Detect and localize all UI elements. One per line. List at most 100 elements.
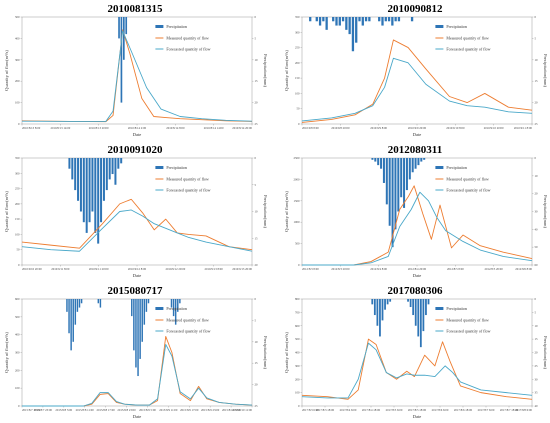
precipitation-bar [355, 17, 358, 43]
measured-flow-line [21, 29, 253, 123]
y-axis-label: Quantity of flow(m³/s) [284, 50, 289, 91]
precipitation-bar [381, 17, 384, 26]
precipitation-bar [70, 299, 72, 351]
y2-tick-label: 15 [255, 236, 259, 240]
y2-tick-label: 60 [535, 263, 539, 267]
precipitation-bar [143, 299, 146, 325]
precipitation-bar [379, 299, 381, 337]
x-tick-label: 2017/8/6 6:00 [432, 408, 449, 412]
y-tick-label: 300 [15, 351, 20, 355]
precipitation-bar [82, 158, 85, 223]
x-tick-label: 2010/8/13 20:00 [89, 126, 109, 130]
y2-tick-label: 5 [255, 183, 257, 187]
legend-swatch-precipitation [155, 25, 164, 28]
precipitation-bar [71, 158, 74, 180]
precipitation-bar [72, 299, 74, 342]
x-tick-label: 2010/8/13 8:00 [22, 126, 41, 130]
x-tick-label: 2017/8/7 18:00 [500, 408, 519, 412]
precipitation-bar [139, 299, 141, 359]
precipitation-bar [117, 158, 120, 169]
y-axis-label: Quantity of flow(m³/s) [284, 191, 289, 232]
y2-tick-label: 15 [255, 79, 259, 83]
precipitation-bar [74, 158, 77, 191]
x-tick-label: 2010/9/12 20:00 [165, 267, 185, 271]
y-tick-label: 0 [18, 404, 20, 408]
precipitation-bar [345, 17, 348, 30]
y2-tick-label: 10 [255, 340, 259, 344]
precipitation-bar [338, 17, 341, 26]
precipitation-bar [122, 17, 125, 60]
y-tick-label: 100 [15, 386, 20, 390]
precipitation-bar [80, 299, 83, 304]
precipitation-bar [407, 299, 409, 302]
y-tick-label: 100 [15, 232, 20, 236]
precipitation-bar [170, 299, 173, 308]
x-tick-label: 2012/8/3 8:00 [302, 267, 319, 271]
y2-tick-label: 10 [255, 210, 259, 214]
precipitation-bar [408, 158, 411, 180]
precipitation-bar [145, 299, 148, 312]
x-tick-label: 2010/9/9 20:00 [408, 126, 427, 130]
precipitation-bar [66, 299, 68, 312]
x-tick-label: 2012/8/5 20:00 [485, 267, 504, 271]
precipitation-bar [419, 299, 422, 348]
y-axis-label: Quantity of flow(m³/s) [4, 191, 9, 232]
precipitation-bar [100, 158, 103, 223]
precipitation-bar [99, 299, 102, 308]
legend-label: Measured quantity of flow [446, 36, 489, 41]
y2-tick-label: 0 [535, 297, 537, 301]
precipitation-bar [380, 158, 383, 169]
y-tick-label: 0 [298, 122, 300, 126]
plot-frame [301, 298, 533, 407]
y2-tick-label: 40 [535, 404, 539, 408]
x-tick-label: 2015/8/8 11:00 [76, 408, 95, 412]
y-tick-label: 300 [295, 30, 300, 34]
y2-tick-label: 25 [535, 364, 539, 368]
y2-tick-label: 0 [535, 15, 537, 19]
y-tick-label: 300 [15, 171, 20, 175]
legend-label: Forecasted quantity of flow [166, 188, 210, 193]
legend-label: Measured quantity of flow [446, 318, 489, 323]
precipitation-bar [374, 158, 377, 162]
chart-panel-2017080306: 2017080306 0 100 200 300 400 500 600 700 800 0 5 10 1… [284, 285, 548, 419]
precipitation-bar [97, 158, 100, 244]
x-axis-label: Date [413, 132, 422, 137]
x-tick-label: 2017/8/5 18:00 [408, 408, 427, 412]
legend-swatch-precipitation [435, 25, 444, 28]
legend-label: Precipitation [446, 165, 466, 170]
precipitation-bar [417, 158, 420, 166]
legend-label: Precipitation [166, 165, 186, 170]
forecasted-flow-line [301, 342, 533, 399]
y-tick-label: 250 [15, 187, 20, 191]
precipitation-bar [368, 17, 371, 22]
x-tick-label: 2012/8/4 8:00 [370, 267, 387, 271]
y2-tick-label: 10 [535, 174, 539, 178]
precipitation-bar [135, 299, 137, 368]
precipitation-bar [381, 299, 384, 321]
precipitation-bar [386, 299, 389, 305]
y2-tick-label: 20 [255, 263, 259, 267]
y-tick-label: 1000 [294, 220, 301, 224]
measured-flow-line [301, 338, 533, 400]
y-tick-label: 200 [295, 377, 300, 381]
precipitation-bar [105, 158, 108, 191]
y-tick-label: 0 [298, 263, 300, 267]
y-tick-label: 200 [15, 79, 20, 83]
y-tick-label: 300 [15, 58, 20, 62]
precipitation-bar [412, 299, 415, 316]
x-tick-label: 2015/8/9 17:00 [180, 408, 199, 412]
y-tick-label: 300 [295, 364, 300, 368]
precipitation-bar [391, 17, 394, 26]
precipitation-bar [417, 299, 420, 337]
y-tick-label: 100 [295, 391, 300, 395]
x-tick-label: 2015/8/8 17:00 [97, 408, 116, 412]
legend-swatch-precipitation [435, 166, 444, 169]
precipitation-bar [177, 299, 179, 312]
precipitation-bar [322, 17, 325, 22]
x-tick-label: 2010/8/13 14:00 [50, 126, 70, 130]
precipitation-bar [414, 299, 417, 326]
y2-tick-label: 10 [535, 58, 539, 62]
x-tick-label: 2010/9/11 8:00 [514, 126, 533, 130]
precipitation-bar [394, 158, 397, 230]
measured-flow-line [302, 185, 533, 266]
